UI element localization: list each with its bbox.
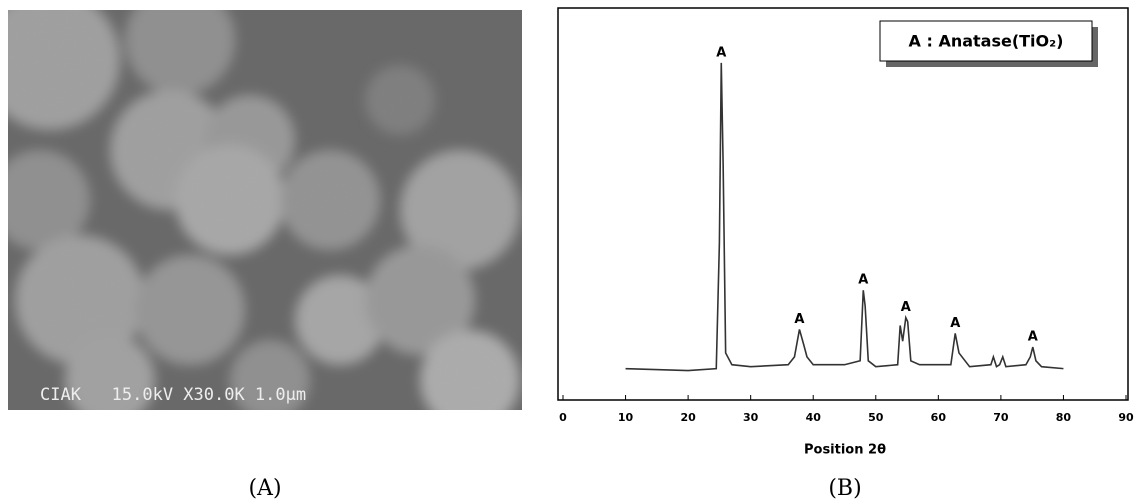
- peak-label: A: [858, 273, 868, 288]
- x-axis-label: Position 2θ: [804, 443, 886, 458]
- x-tick-label: 30: [743, 411, 759, 424]
- plot-frame: [557, 7, 1129, 401]
- peak-label: A: [1028, 330, 1038, 345]
- xrd-line: [625, 62, 1064, 372]
- x-tick-label: 20: [680, 411, 696, 424]
- panel-label: (B): [828, 476, 861, 501]
- x-tick-label: 60: [931, 411, 947, 424]
- peak-label: A: [794, 312, 804, 327]
- legend-text: A : Anatase(TiO₂): [909, 32, 1064, 51]
- x-tick-label: 70: [993, 411, 1009, 424]
- x-tick-label: 50: [868, 411, 884, 424]
- peak-label: A: [716, 45, 726, 60]
- legend-box: [879, 20, 1093, 62]
- x-tick-label: 10: [618, 411, 634, 424]
- x-tick-label: 0: [559, 411, 567, 424]
- sem-image: CIAK 15.0kV X30.0K 1.0μm: [8, 10, 522, 410]
- panel-label: (A): [248, 476, 281, 501]
- x-tick-label: 90: [1118, 411, 1134, 424]
- x-tick-label: 40: [806, 411, 822, 424]
- sem-caption: CIAK 15.0kV X30.0K 1.0μm: [40, 385, 306, 405]
- peak-label: A: [901, 300, 911, 315]
- x-tick-label: 80: [1056, 411, 1072, 424]
- peak-label: A: [950, 316, 960, 331]
